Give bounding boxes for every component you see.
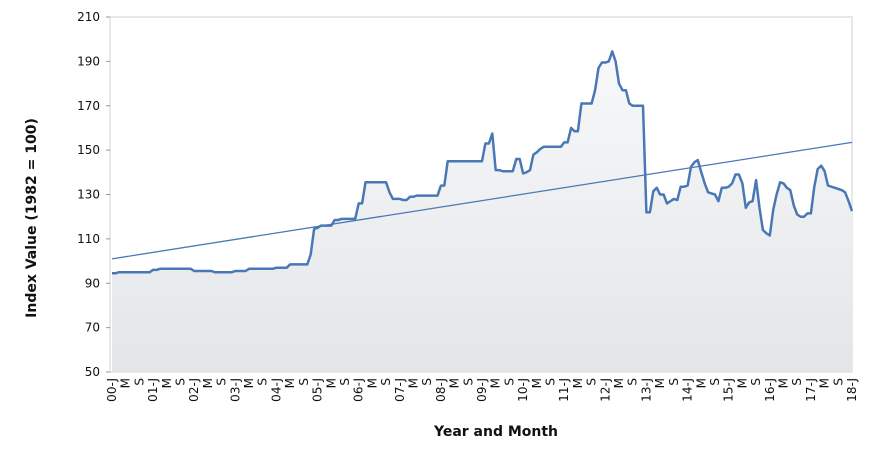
- x-tick-label: M: [776, 378, 790, 388]
- x-tick-label: M: [489, 378, 503, 388]
- x-tick-label: M: [448, 378, 462, 388]
- area: [112, 51, 852, 373]
- trend-line: [111, 141, 853, 260]
- x-tick-label: M: [530, 378, 544, 388]
- x-tick-label: 01-J: [146, 378, 160, 402]
- x-tick-label: M: [119, 378, 133, 388]
- x-tick-label: 03-J: [228, 378, 242, 402]
- x-tick-label: S: [420, 378, 434, 386]
- x-tick-label: 10-J: [516, 378, 530, 402]
- x-tick-label: 02-J: [187, 378, 201, 402]
- x-tick-label: 04-J: [269, 378, 283, 402]
- x-tick-label: M: [283, 378, 297, 388]
- x-tick-label: 14-J: [681, 378, 695, 402]
- x-tick-label: 18-J: [845, 378, 859, 402]
- x-tick-label: S: [708, 378, 722, 386]
- x-tick-label: S: [379, 378, 393, 386]
- x-tick-label: M: [653, 378, 667, 388]
- x-tick-label: S: [667, 378, 681, 386]
- y-tick-label: 70: [85, 321, 100, 335]
- x-tick-label: 15-J: [722, 378, 736, 402]
- x-tick-label: M: [612, 378, 626, 388]
- x-tick-label: 09-J: [475, 378, 489, 402]
- x-tick-label: S: [132, 378, 146, 386]
- x-tick-label: S: [831, 378, 845, 386]
- x-tick-label: S: [215, 378, 229, 386]
- x-tick-label: S: [790, 378, 804, 386]
- y-axis-label: Index Value (1982 = 100): [24, 118, 40, 318]
- x-tick-label: S: [297, 378, 311, 386]
- x-tick-label: 07-J: [393, 378, 407, 402]
- x-tick-label: 00-J: [105, 378, 119, 402]
- y-tick-label: 190: [77, 54, 100, 68]
- x-tick-label: 16-J: [763, 378, 777, 402]
- x-tick-label: 11-J: [557, 378, 571, 402]
- y-tick-label: 170: [77, 99, 100, 113]
- x-tick-label: S: [256, 378, 270, 386]
- x-tick-label: M: [694, 378, 708, 388]
- x-tick-label: M: [324, 378, 338, 388]
- x-tick-label: M: [571, 378, 585, 388]
- x-tick-label: S: [502, 378, 516, 386]
- x-tick-label: S: [174, 378, 188, 386]
- x-tick-label: M: [365, 378, 379, 388]
- x-tick-label: 12-J: [598, 378, 612, 402]
- y-tick-label: 130: [77, 188, 100, 202]
- x-tick-label: M: [242, 378, 256, 388]
- line: [112, 50, 854, 275]
- y-tick-label: 50: [85, 365, 100, 379]
- x-tick-label: 06-J: [352, 378, 366, 402]
- x-tick-label: 17-J: [804, 378, 818, 402]
- x-tick-label: S: [585, 378, 599, 386]
- x-tick-label: S: [626, 378, 640, 386]
- x-tick-label: 08-J: [434, 378, 448, 402]
- y-tick-label: 90: [85, 276, 100, 290]
- y-tick-label: 210: [77, 10, 100, 24]
- x-tick-label: S: [461, 378, 475, 386]
- x-tick-label: 13-J: [639, 378, 653, 402]
- x-axis-label: Year and Month: [433, 424, 558, 440]
- x-tick-label: M: [818, 378, 832, 388]
- x-tick-label: M: [735, 378, 749, 388]
- x-tick-label: M: [406, 378, 420, 388]
- x-tick-label: M: [201, 378, 215, 388]
- x-tick-label: S: [544, 378, 558, 386]
- x-tick-label: S: [338, 378, 352, 386]
- x-tick-label: M: [160, 378, 174, 388]
- y-tick-label: 110: [77, 232, 100, 246]
- x-tick-label: S: [749, 378, 763, 386]
- x-tick-label: 05-J: [311, 378, 325, 402]
- y-tick-label: 150: [77, 143, 100, 157]
